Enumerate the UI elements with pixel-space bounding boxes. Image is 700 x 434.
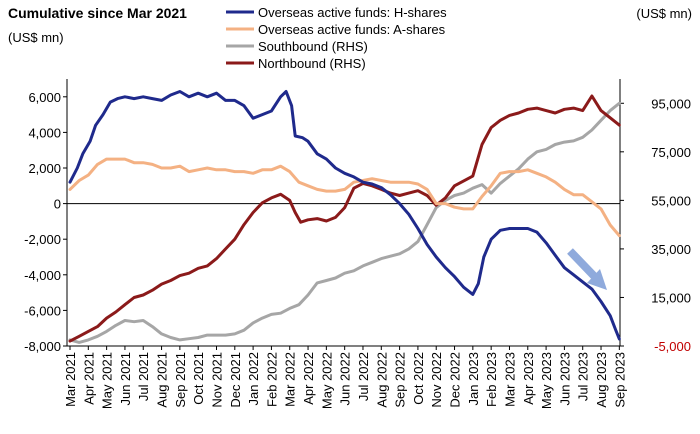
x-axis-tick-label: Aug 2021: [155, 352, 170, 408]
x-axis-tick-label: May 2021: [100, 352, 115, 409]
x-axis-tick-label: Mar 2021: [63, 352, 78, 407]
x-axis-tick-label: Apr 2022: [301, 352, 316, 405]
x-axis-tick-label: Jul 2021: [136, 352, 151, 401]
left-axis-tick-label: 6,000: [28, 90, 61, 105]
legend-label-h-shares: Overseas active funds: H-shares: [258, 5, 447, 20]
x-axis-tick-label: Nov 2022: [429, 352, 444, 408]
legend-label-northbound: Northbound (RHS): [258, 56, 366, 71]
left-axis-tick-label: -4,000: [24, 268, 61, 283]
x-axis-tick-label: Jul 2022: [356, 352, 371, 401]
x-axis-tick-label: Dec 2021: [228, 352, 243, 408]
x-axis-tick-label: Jul 2023: [576, 352, 591, 401]
x-axis-tick-label: Aug 2023: [594, 352, 609, 408]
x-axis-tick-label: Sep 2023: [612, 352, 627, 408]
left-axis-tick-label: -2,000: [24, 232, 61, 247]
x-axis-tick-label: Sep 2021: [173, 352, 188, 408]
right-axis-unit: (US$ mn): [636, 6, 692, 21]
x-axis-tick-label: Mar 2023: [502, 352, 517, 407]
series-line-southbound: [68, 101, 621, 344]
right-axis-tick-label: 15,000: [651, 290, 691, 305]
x-axis-tick-label: Apr 2021: [81, 352, 96, 405]
right-axis-tick-label: 35,000: [651, 242, 691, 257]
left-axis-tick-label: 4,000: [28, 125, 61, 140]
series-line-h-shares: [68, 90, 621, 341]
legend: Overseas active funds: H-shares Overseas…: [226, 5, 447, 71]
x-axis-tick-label: Oct 2021: [191, 352, 206, 405]
x-axis-tick-label: Sep 2022: [393, 352, 408, 408]
series-line-a-shares: [68, 157, 621, 238]
x-axis-tick-label: May 2023: [539, 352, 554, 409]
right-axis-tick-label: 55,000: [651, 193, 691, 208]
right-axis-tick-label: 75,000: [651, 145, 691, 160]
right-axis-tick-label: 95,000: [651, 96, 691, 111]
series-line-northbound: [68, 94, 621, 343]
x-axis-tick-label: Jun 2021: [118, 352, 133, 406]
right-axis-tick-label: -5,000: [654, 339, 691, 354]
x-axis-tick-label: Feb 2022: [264, 352, 279, 407]
x-axis-tick-label: Jan 2023: [466, 352, 481, 406]
chart-title: Cumulative since Mar 2021: [8, 5, 187, 21]
left-axis-tick-label: 2,000: [28, 161, 61, 176]
legend-label-a-shares: Overseas active funds: A-shares: [258, 22, 446, 37]
x-axis-tick-label: Mar 2022: [283, 352, 298, 407]
x-axis-tick-label: Nov 2021: [209, 352, 224, 408]
left-axis-tick-label: 0: [54, 197, 61, 212]
legend-label-southbound: Southbound (RHS): [258, 39, 368, 54]
trend-arrow-head: [587, 269, 607, 290]
x-axis-tick-label: Jan 2022: [246, 352, 261, 406]
x-axis-tick-label: Jun 2023: [557, 352, 572, 406]
x-axis-tick-label: Jun 2022: [338, 352, 353, 406]
left-axis-tick-label: -8,000: [24, 339, 61, 354]
x-axis-tick-label: Oct 2022: [411, 352, 426, 405]
left-axis-unit: (US$ mn): [8, 30, 64, 45]
x-axis-tick-label: Dec 2022: [448, 352, 463, 408]
trend-arrow: [567, 248, 607, 290]
left-axis-tick-label: -6,000: [24, 303, 61, 318]
x-axis-tick-label: Apr 2023: [521, 352, 536, 405]
trend-arrow-shaft: [567, 248, 597, 279]
x-axis-tick-label: Aug 2022: [374, 352, 389, 408]
x-axis-tick-label: May 2022: [319, 352, 334, 409]
x-axis-tick-label: Feb 2023: [484, 352, 499, 407]
